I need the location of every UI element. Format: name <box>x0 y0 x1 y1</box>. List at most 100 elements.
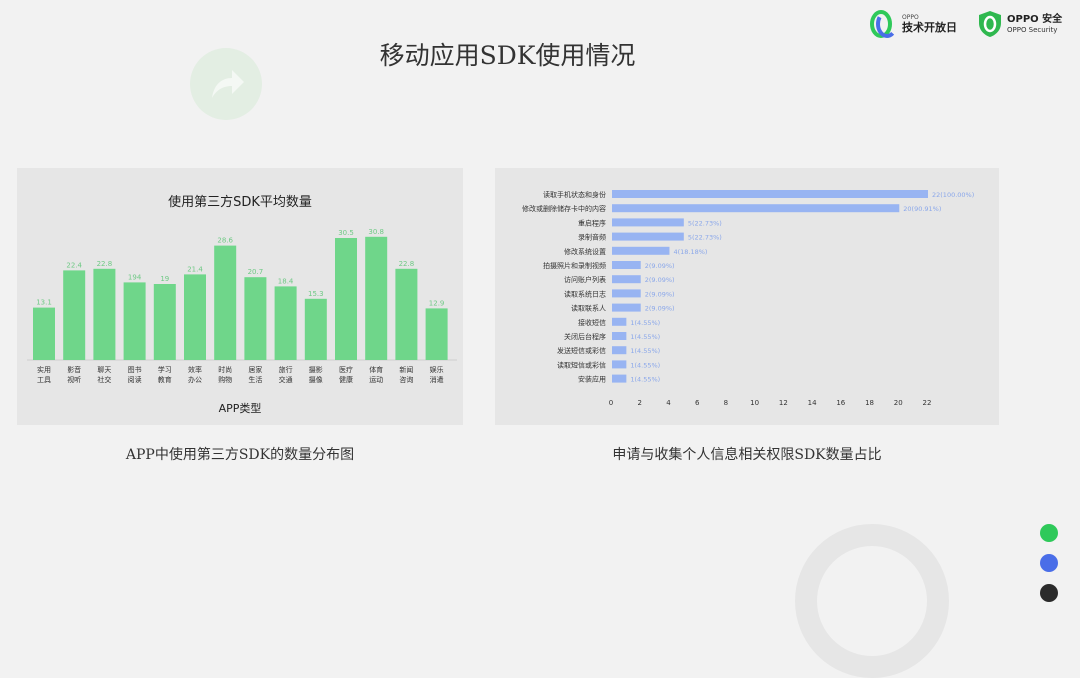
category-label-line1: 学习 <box>158 365 172 374</box>
row-category-label: 重启程序 <box>578 218 606 227</box>
x-tick-label: 10 <box>750 399 759 407</box>
bar-value-label: 19 <box>160 275 169 283</box>
bar-value-label: 12.9 <box>429 299 445 307</box>
hbar-value-label: 1(4.55%) <box>630 361 660 369</box>
hbar <box>612 190 928 198</box>
bar-value-label: 20.7 <box>248 268 264 276</box>
logo-day-small: OPPO <box>902 14 919 21</box>
bar-value-label: 22.8 <box>97 260 113 268</box>
oppo-tech-day-logo: OPPO 技术开放日 <box>870 10 957 38</box>
row-category-label: 修改系统设置 <box>564 247 606 256</box>
left-chart-caption: APP中使用第三方SDK的数量分布图 <box>125 447 355 463</box>
category-label-line1: 摄影 <box>309 365 323 374</box>
x-tick-label: 4 <box>666 399 671 407</box>
bar <box>63 270 86 360</box>
hbar-value-label: 4(18.18%) <box>673 248 707 256</box>
oppo-logo-icon <box>870 10 898 38</box>
hbar-value-label: 20(90.91%) <box>903 205 941 213</box>
blue-dot <box>1040 554 1058 572</box>
right-chart-caption: 申请与收集个人信息相关权限SDK数量占比 <box>612 447 882 463</box>
category-label-line1: 效率 <box>188 365 202 374</box>
bar-value-label: 21.4 <box>187 265 203 273</box>
bar-value-label: 28.6 <box>217 237 233 245</box>
category-label-line1: 旅行 <box>279 365 293 374</box>
share-arrow-icon <box>212 70 244 98</box>
category-label-line1: 体育 <box>369 365 383 374</box>
category-label-line1: 新闻 <box>399 365 413 374</box>
oppo-security-logo: OPPO 安全 OPPO Security <box>977 10 1062 38</box>
category-label-line1: 图书 <box>128 365 142 374</box>
hbar <box>612 261 641 269</box>
bar <box>184 274 206 360</box>
hbar-value-label: 2(9.09%) <box>645 276 675 284</box>
bar-value-label: 13.1 <box>36 299 52 307</box>
hbar <box>612 246 670 255</box>
x-tick-label: 20 <box>894 399 903 407</box>
bar <box>244 277 267 360</box>
horizontal-bar-chart: 读取手机状态和身份 22(100.00%) 修改或删除储存卡中的内容 20(90.91… <box>522 190 974 407</box>
row-category-label: 读取联系人 <box>571 304 606 313</box>
hbar <box>612 232 684 241</box>
category-label-line2: 咨询 <box>399 375 413 384</box>
category-label-line2: 健康 <box>339 375 353 384</box>
x-tick-label: 8 <box>724 399 728 407</box>
bar-value-label: 30.5 <box>338 229 354 237</box>
bar-value-label: 30.8 <box>368 228 384 236</box>
category-label-line2: 办公 <box>188 375 202 384</box>
row-category-label: 录制音频 <box>578 233 606 242</box>
decorative-ring <box>795 524 949 678</box>
bar <box>304 298 327 360</box>
logo-day-big: 技术开放日 <box>902 21 957 34</box>
shield-icon <box>979 11 1001 37</box>
hbar <box>612 204 900 213</box>
category-label-line2: 消遣 <box>430 375 444 384</box>
x-tick-label: 6 <box>695 399 700 407</box>
category-label-line2: 运动 <box>369 375 383 384</box>
hbar-value-label: 2(9.09%) <box>645 305 675 313</box>
hbar <box>612 303 641 312</box>
hbar-value-label: 5(22.73%) <box>688 219 722 227</box>
hbar <box>612 360 627 369</box>
row-category-label: 接收短信 <box>578 318 606 327</box>
hbar <box>612 218 684 227</box>
hbar <box>612 374 627 383</box>
x-tick-label: 2 <box>637 399 641 407</box>
hbar <box>612 275 641 284</box>
category-label-line1: 医疗 <box>339 365 353 374</box>
row-category-label: 访问账户列表 <box>564 275 606 284</box>
category-label-line1: 聊天 <box>97 365 111 374</box>
hbar <box>612 332 627 340</box>
bar-value-label: 22.4 <box>66 261 82 269</box>
category-label-line2: 视听 <box>67 375 81 384</box>
bar <box>153 284 176 360</box>
bar <box>93 268 116 360</box>
bar <box>214 245 237 360</box>
hbar-value-label: 1(4.55%) <box>630 376 660 384</box>
row-category-label: 修改或删除储存卡中的内容 <box>522 204 606 213</box>
category-label-line1: 时尚 <box>218 365 232 374</box>
hbar-value-label: 5(22.73%) <box>688 234 722 242</box>
category-label-line2: 阅读 <box>128 375 142 384</box>
category-label-line1: 影音 <box>67 365 81 374</box>
x-tick-label: 18 <box>865 399 874 407</box>
bar-value-label: 22.8 <box>399 260 415 268</box>
category-label-line1: 居家 <box>248 365 262 374</box>
bar <box>33 307 55 360</box>
bar <box>123 282 146 360</box>
x-tick-label: 22 <box>923 399 932 407</box>
dark-dot <box>1040 584 1058 602</box>
bar <box>395 268 418 360</box>
bar-value-label: 194 <box>128 273 142 281</box>
category-label-line2: 摄像 <box>309 375 323 384</box>
bar <box>274 286 297 360</box>
bar <box>365 236 388 360</box>
sdk-count-chart-panel: 使用第三方SDK平均数量 13.1 实用 工具 22.4 影音 视听 22.8 聊天 社交 194… <box>17 168 463 425</box>
row-category-label: 安装应用 <box>578 375 606 384</box>
decorative-arrow-circle <box>190 48 262 120</box>
x-tick-label: 14 <box>808 399 817 407</box>
x-tick-label: 0 <box>609 399 613 407</box>
hbar-value-label: 22(100.00%) <box>932 191 974 199</box>
hbar-value-label: 1(4.55%) <box>630 319 660 327</box>
bar <box>335 238 357 360</box>
row-category-label: 关闭后台程序 <box>564 332 606 341</box>
